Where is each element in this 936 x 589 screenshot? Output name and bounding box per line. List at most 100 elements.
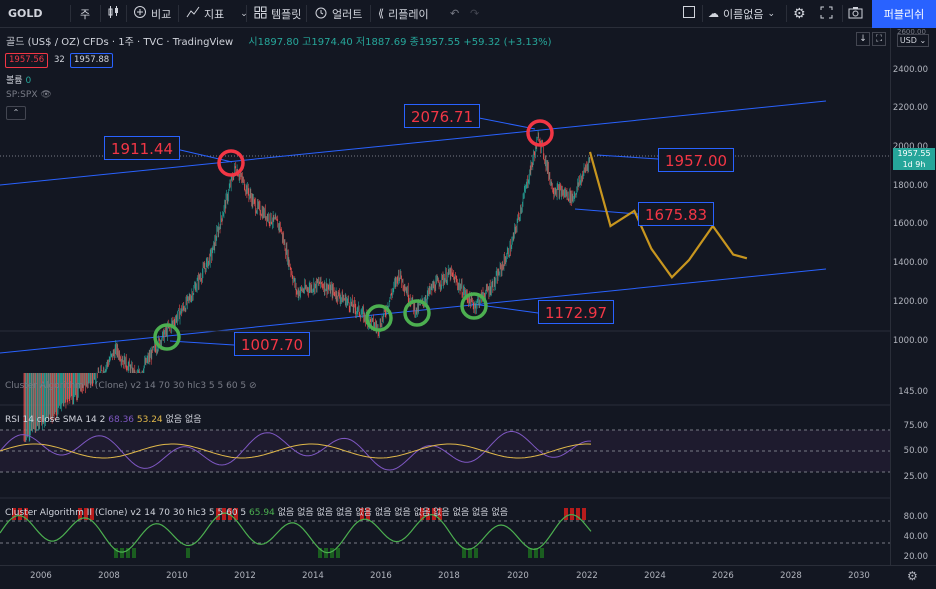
eye-off-icon[interactable]: 👁 xyxy=(40,90,52,100)
cluster-signal-bar xyxy=(216,508,220,520)
cloud-icon: ☁ xyxy=(708,7,719,20)
time-tick: 2008 xyxy=(98,571,120,581)
callout-label[interactable]: 1007.70 xyxy=(234,332,311,356)
cluster-signal-bar xyxy=(462,548,466,558)
settings-button[interactable]: ⚙ xyxy=(793,0,806,27)
rsi-legend: RSI 14 close SMA 14 2 68.36 53.24 없음 없음 xyxy=(5,415,202,425)
scroll-down-button[interactable]: ↓ xyxy=(856,32,870,46)
symbol-legend: 골드 (US$ / OZ) CFDs · 1주 · TVC · TradingV… xyxy=(6,33,552,48)
cluster-signal-bar xyxy=(564,508,568,520)
symbol-label: GOLD xyxy=(8,7,43,20)
cluster-signal-bar xyxy=(78,508,82,520)
price-tick: 1000.00 xyxy=(892,336,928,346)
cluster-signal-bar xyxy=(426,508,430,520)
indicators-label: 지표 xyxy=(204,7,225,21)
price-tick: 1200.00 xyxy=(892,297,928,307)
interval-button[interactable]: 주 xyxy=(80,0,90,27)
layout-name-label: 이름없음 xyxy=(723,7,764,21)
callout-leader xyxy=(471,303,539,314)
cluster-signal-bar xyxy=(90,508,94,520)
cluster-signal-bar xyxy=(576,508,580,520)
redo-icon: ↷ xyxy=(470,7,480,20)
fullscreen-icon xyxy=(820,6,833,22)
callout-label[interactable]: 1172.97 xyxy=(538,300,615,324)
price-candles xyxy=(23,130,591,443)
eye-off-icon[interactable]: ⊘ xyxy=(249,381,257,391)
callout-leader xyxy=(596,154,659,160)
cluster-signal-bar xyxy=(114,548,118,558)
replay-button[interactable]: ⟪ 리플레이 xyxy=(378,0,429,27)
cluster-signal-bar xyxy=(24,508,28,520)
publish-label: 퍼블리쉬 xyxy=(883,8,925,21)
time-tick: 2012 xyxy=(234,571,256,581)
gear-icon: ⚙ xyxy=(793,5,806,22)
cluster-main-legend: Cluster Algorithm II (Clone) v2 14 70 30… xyxy=(5,381,257,391)
lower-trendline[interactable] xyxy=(0,268,827,354)
alarm-clock-icon xyxy=(314,5,328,22)
chart-type-button[interactable] xyxy=(106,0,120,27)
compare-button[interactable]: 비교 xyxy=(133,0,171,27)
collapse-legend-button[interactable]: ⌃ xyxy=(6,106,26,120)
bid-price[interactable]: 1957.56 xyxy=(5,53,49,68)
callout-label[interactable]: 1675.83 xyxy=(638,202,715,226)
time-tick: 2014 xyxy=(302,571,324,581)
plus-circle-icon xyxy=(133,5,147,22)
fullscreen-button[interactable] xyxy=(820,0,833,27)
cluster-signal-bar xyxy=(540,548,544,558)
callout-label[interactable]: 1911.44 xyxy=(104,136,181,160)
upper-trendline[interactable] xyxy=(0,100,827,186)
brackets-icon: ⛶ xyxy=(875,34,883,44)
compare-legend: SP:SPX 👁 xyxy=(6,90,52,100)
undo-button[interactable]: ↶ xyxy=(450,0,459,27)
time-tick: 2022 xyxy=(576,571,598,581)
templates-button[interactable]: 템플릿 xyxy=(254,0,301,27)
snapshot-button[interactable] xyxy=(848,0,863,27)
callout-label[interactable]: 1957.00 xyxy=(658,148,735,172)
cluster-histogram xyxy=(12,508,586,558)
symbol-search[interactable]: GOLD xyxy=(8,0,43,27)
currency-selector[interactable]: USD ⌄ xyxy=(897,34,929,47)
price-axis[interactable]: 2600.00 USD ⌄ 2400.00 2200.00 2000.00 18… xyxy=(890,28,936,565)
top-marker-circle xyxy=(526,119,554,147)
cluster-signal-bar xyxy=(84,508,88,520)
chart-area[interactable]: 골드 (US$ / OZ) CFDs · 1주 · TVC · TradingV… xyxy=(0,28,890,565)
rsi-line xyxy=(0,431,591,471)
cluster-signal-bar xyxy=(528,548,532,558)
rsi-ma-line xyxy=(0,443,592,459)
alert-button[interactable]: 얼러트 xyxy=(314,0,362,27)
square-icon xyxy=(682,5,696,22)
grid-icon xyxy=(254,6,267,22)
save-layout-button[interactable]: ☁ 이름없음 ⌄ xyxy=(708,0,775,27)
replay-label: 리플레이 xyxy=(388,7,429,21)
chart-title: 골드 (US$ / OZ) CFDs · 1주 · TVC · TradingV… xyxy=(6,37,234,48)
interval-label: 주 xyxy=(80,7,91,21)
ask-price[interactable]: 1957.88 xyxy=(70,53,114,68)
cluster-signal-bar xyxy=(534,548,538,558)
projection-path[interactable] xyxy=(588,151,748,279)
time-axis[interactable]: 2006 2008 2010 2012 2014 2016 2018 2020 … xyxy=(0,565,936,589)
callout-label[interactable]: 2076.71 xyxy=(404,104,481,128)
indicators-button[interactable]: 지표 ⌄ xyxy=(186,0,248,27)
price-tick: 2200.00 xyxy=(892,103,928,113)
rsi-tick: 75.00 xyxy=(903,421,928,431)
time-tick: 2024 xyxy=(644,571,666,581)
bottom-marker-circle xyxy=(365,304,393,332)
axis-settings-icon[interactable]: ⚙ xyxy=(907,569,918,583)
redo-button[interactable]: ↷ xyxy=(470,0,479,27)
rsi-tick: 50.00 xyxy=(903,446,928,456)
bottom-marker-circle xyxy=(153,323,181,351)
cluster-signal-bar xyxy=(126,548,130,558)
cluster-signal-bar xyxy=(438,508,442,520)
reset-chart-button[interactable]: ⛶ xyxy=(872,32,886,46)
cluster-signal-bar xyxy=(234,508,238,520)
time-tick: 2020 xyxy=(507,571,529,581)
publish-button[interactable]: 퍼블리쉬 xyxy=(872,0,936,28)
price-tick: 2400.00 xyxy=(892,65,928,75)
cluster-tick: 40.00 xyxy=(903,532,928,542)
cluster-signal-bar xyxy=(120,548,124,558)
rewind-icon: ⟪ xyxy=(378,7,385,20)
callout-leader xyxy=(473,116,536,130)
camera-icon xyxy=(848,6,863,22)
time-tick: 2018 xyxy=(438,571,460,581)
layout-button[interactable] xyxy=(682,0,696,27)
